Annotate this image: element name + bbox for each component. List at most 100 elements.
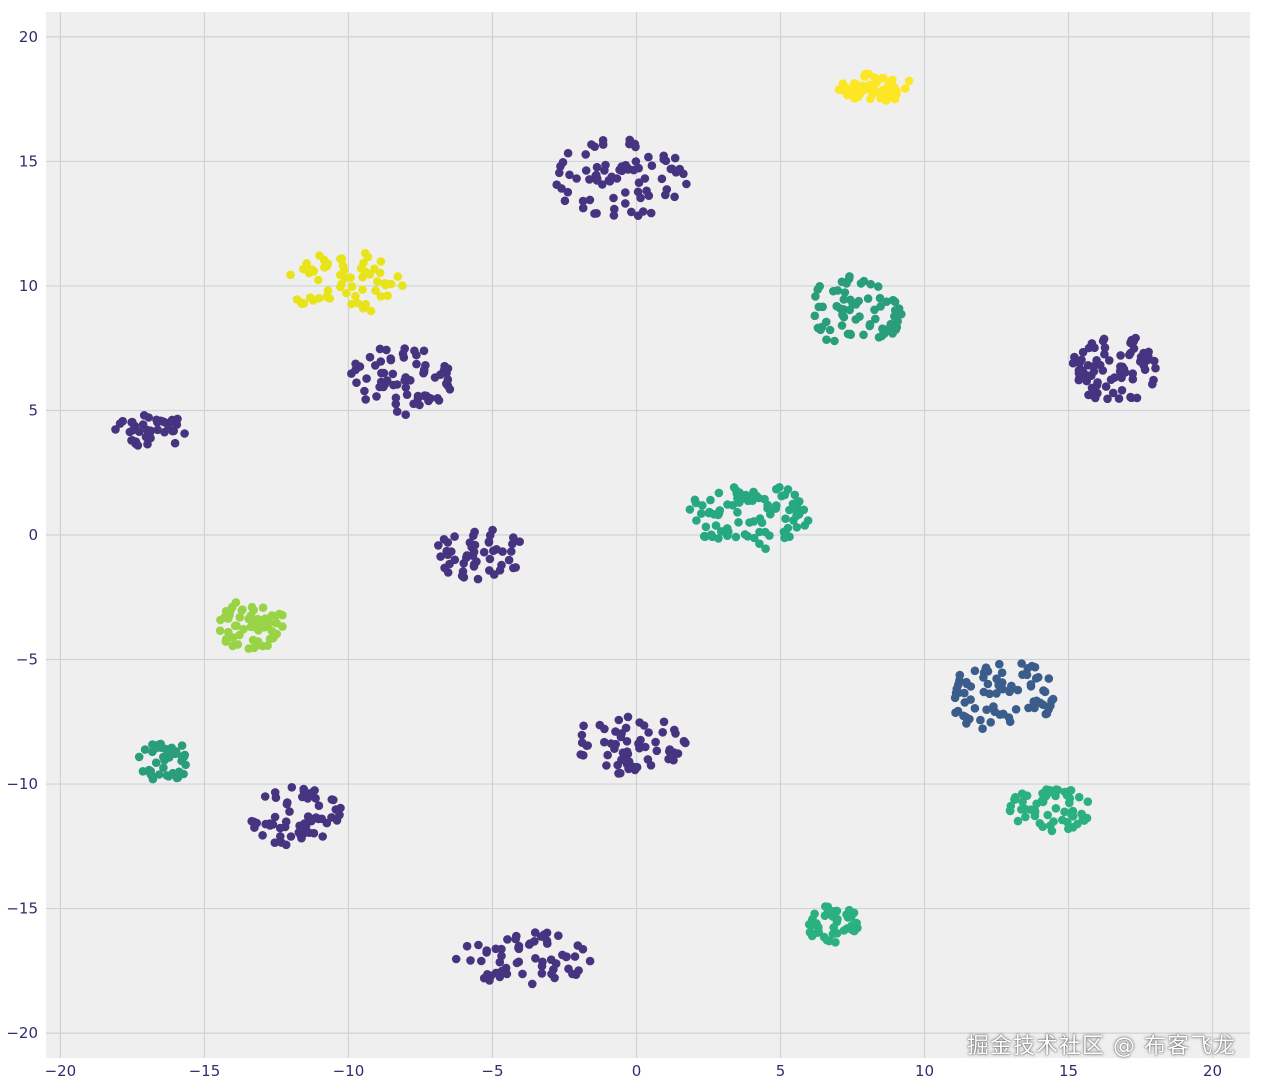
data-point [462,941,472,951]
data-point [125,427,135,437]
data-point [244,614,253,624]
data-point [966,695,975,704]
data-point [508,539,517,549]
data-point [992,674,1001,683]
data-point [661,156,671,166]
data-point [843,329,853,339]
data-point [897,309,906,319]
data-point [577,730,587,740]
data-point [419,368,428,378]
data-point [263,641,272,650]
data-point [393,272,403,281]
data-point [592,162,602,172]
data-point [651,737,660,747]
data-point [602,761,611,770]
data-point [143,439,152,449]
data-point [503,935,512,944]
data-point [839,295,849,304]
data-point [298,792,307,802]
data-point [539,930,549,939]
data-point [560,196,570,206]
data-point [840,288,850,297]
data-point [670,153,680,163]
data-point [641,742,650,752]
data-point [436,552,445,561]
data-point [578,196,588,206]
data-point [854,296,863,306]
data-point [644,152,653,162]
data-point [299,299,309,308]
data-point [889,93,899,102]
data-point [224,627,233,637]
data-point [634,163,643,173]
data-point [402,390,412,400]
data-point [297,833,306,843]
data-point [962,679,972,689]
data-point [392,407,402,416]
data-point [299,264,308,274]
data-point [148,774,158,784]
data-point [1030,811,1040,821]
data-point [1151,363,1160,373]
data-point [386,355,396,365]
data-point [509,563,518,573]
data-point [673,749,683,758]
data-points [111,69,1160,989]
data-point [221,637,231,646]
data-point [250,637,259,646]
data-point [267,611,277,620]
data-point [666,164,676,174]
data-point [160,427,169,437]
data-point [383,291,392,301]
data-point [1150,356,1159,366]
data-point [1037,796,1047,805]
y-tick-label: 0 [28,526,38,544]
data-point [954,688,964,697]
data-point [583,741,592,750]
data-point [847,921,856,931]
data-point [314,801,324,810]
data-point [358,272,367,282]
data-point [1106,375,1116,385]
data-point [837,321,847,330]
data-point [760,494,769,504]
data-point [601,160,610,170]
data-point [168,426,177,436]
data-point [515,537,524,546]
x-tick-label: 15 [1059,1062,1078,1080]
data-point [1047,826,1057,836]
data-point [504,555,514,565]
data-point [278,610,287,620]
data-point [749,517,759,526]
data-point [318,832,328,841]
data-point [376,292,386,301]
x-axis-ticks: −20 −15 −10 −5 0 5 10 15 20 [45,1062,1223,1080]
data-point [465,538,475,547]
data-point [632,762,642,772]
data-point [600,737,609,747]
data-point [799,505,809,515]
data-point [180,429,189,438]
data-point [1087,339,1097,348]
data-point [1100,343,1110,353]
data-point [484,538,494,547]
data-point [451,954,461,964]
data-point [1065,798,1074,808]
data-point [1030,703,1039,713]
data-point [585,195,595,205]
data-point [250,618,259,628]
data-point [249,605,258,615]
data-point [733,508,742,517]
data-point [1032,696,1041,706]
data-point [304,812,314,822]
data-point [1043,810,1052,820]
data-point [401,373,411,382]
data-point [818,302,827,312]
data-point [839,312,849,322]
data-point [682,179,691,189]
data-point [439,366,449,375]
data-point [998,684,1007,694]
data-point [160,418,170,427]
data-point [485,554,495,564]
data-point [282,799,292,809]
